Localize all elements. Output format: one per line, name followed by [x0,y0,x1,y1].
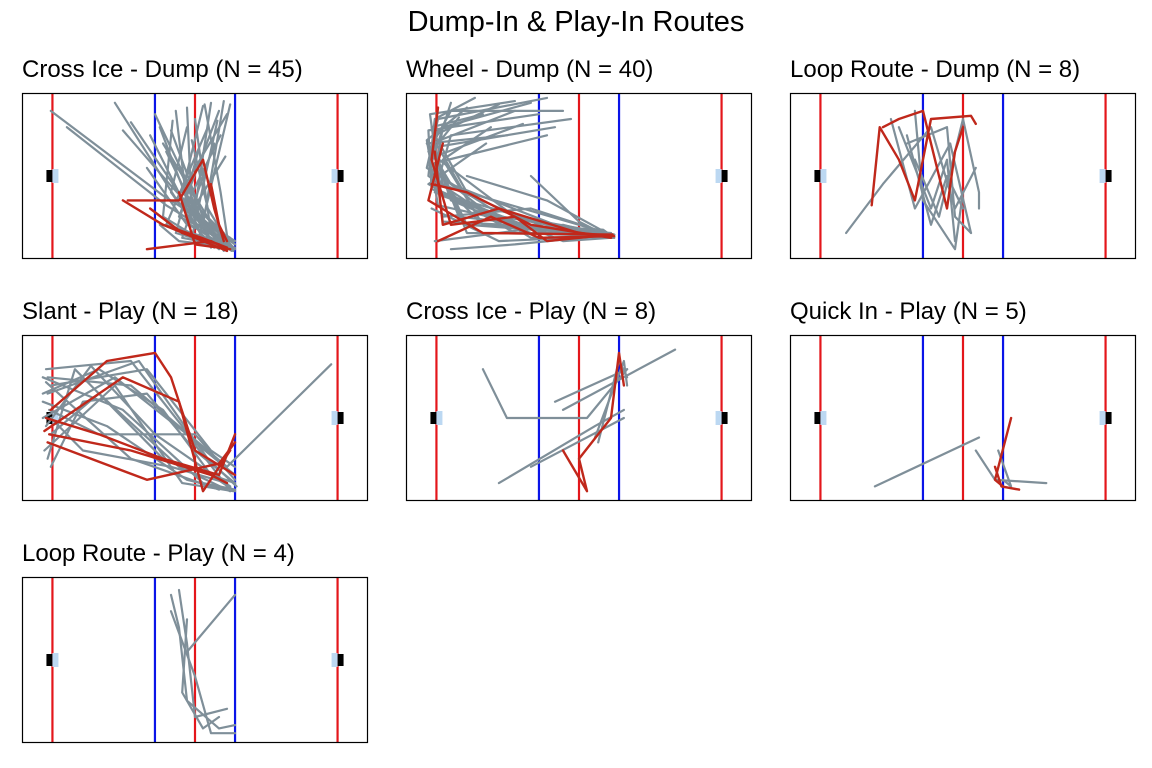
goal-right [337,170,344,182]
rink-border [21,92,369,260]
crease-right [331,653,338,667]
panel-loop-route-play: Loop Route - Play (N = 4) [21,539,369,753]
goal-left [814,170,821,182]
rink-border [21,334,369,502]
rink-border [405,92,753,260]
panel-wheel-dump: Wheel - Dump (N = 40) [405,55,753,269]
route-line [497,408,625,485]
rink-border [405,334,753,502]
route-line [913,117,981,218]
panel-title: Loop Route - Dump (N = 8) [790,56,1081,83]
rink-plot [21,334,369,502]
highlight-route-line [993,465,1021,491]
goal-right [1105,170,1112,182]
route-line [177,588,229,719]
highlight-route-line [430,182,613,240]
panel-title: Cross Ice - Play (N = 8) [406,298,657,325]
crease-right [331,411,338,425]
crease-left [820,169,827,183]
route-line [46,359,238,488]
route-line [561,348,677,412]
goal-right [721,170,728,182]
highlight-route-line [881,109,965,210]
rink-plot [405,92,753,260]
route-line [889,117,973,235]
route-line [529,416,625,468]
route-line [48,408,237,481]
route-line [465,174,614,238]
route-line [593,359,629,439]
route-line [529,174,613,239]
highlight-route-line [209,182,229,243]
goal-right [1105,412,1112,424]
panel-title: Slant - Play (N = 18) [22,298,239,325]
crease-right [715,169,722,183]
crease-left [52,653,59,667]
highlight-route-line [561,351,626,493]
route-line [46,363,333,468]
route-line [481,368,629,420]
route-line [41,376,237,491]
route-line [974,449,1048,485]
panel-quick-in-play: Quick In - Play (N = 5) [789,297,1137,511]
goal-right [337,412,344,424]
highlight-route-line [870,114,978,207]
goal-left [814,412,821,424]
panel-loop-route-dump: Loop Route - Dump (N = 8) [789,55,1137,269]
route-line [433,117,616,238]
panel-title: Quick In - Play (N = 5) [790,298,1027,325]
crease-right [1099,169,1106,183]
crease-right [715,411,722,425]
panel-cross-ice-play: Cross Ice - Play (N = 8) [405,297,753,511]
route-line [185,593,237,654]
rink-plot [405,334,753,502]
panel-title: Wheel - Dump (N = 40) [406,56,654,83]
route-line [441,191,613,243]
panel-slant-play: Slant - Play (N = 18) [21,297,369,511]
route-line [41,376,229,488]
goal-right [721,412,728,424]
highlight-route-line [49,351,237,477]
rink-border [789,92,1137,260]
rink-plot [21,92,369,260]
route-line [203,103,230,248]
route-line [169,610,237,735]
panel-title: Cross Ice - Dump (N = 45) [22,56,303,83]
crease-left [52,169,59,183]
highlight-route-line [427,142,614,236]
crease-right [1099,411,1106,425]
rink-plot [789,334,1137,502]
crease-left [820,411,827,425]
highlight-route-line [177,191,232,251]
rink-plot [789,92,1137,260]
highlight-route-line [43,376,232,493]
panel-title: Loop Route - Play (N = 4) [22,540,295,567]
crease-left [52,411,59,425]
route-line [44,381,221,491]
highlight-route-line [46,441,237,482]
rink-plot [21,576,369,744]
goal-right [337,654,344,666]
route-line [441,207,613,236]
figure-title: Dump-In & Play-In Routes [407,6,745,38]
crease-right [331,169,338,183]
route-line [997,449,1013,488]
highlight-route-line [161,223,229,249]
route-line [181,618,221,730]
goal-left [46,654,53,666]
panel-cross-ice-dump: Cross Ice - Dump (N = 45) [21,55,369,269]
rink-border [21,576,369,744]
goal-left [430,412,437,424]
route-line [121,129,230,249]
highlight-route-line [436,215,613,243]
rink-border [789,334,1137,502]
route-line [873,436,981,488]
highlight-route-line [48,433,229,485]
goal-left [46,170,53,182]
crease-left [436,411,443,425]
